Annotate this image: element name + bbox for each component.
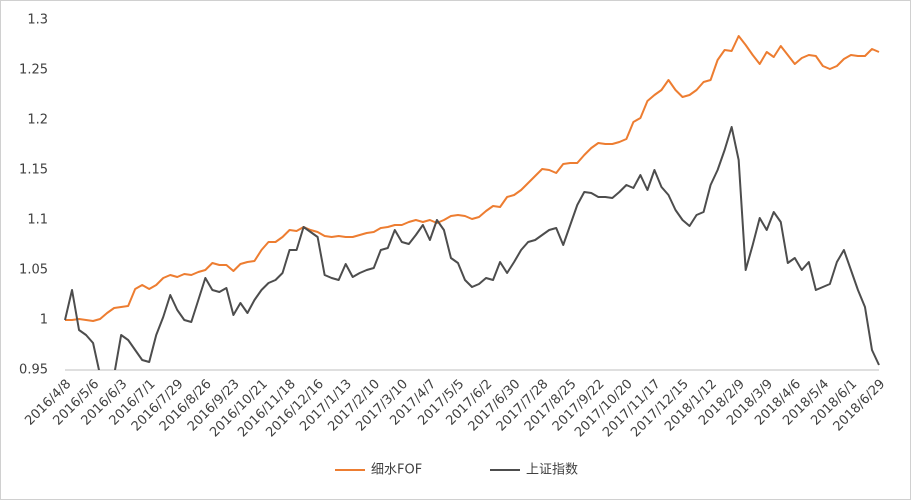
y-tick-label: 1 [40, 313, 48, 328]
legend-label: 细水FOF [371, 463, 422, 478]
plot-area [64, 35, 880, 370]
series-line [65, 35, 880, 322]
y-tick-label: 1.25 [19, 63, 48, 78]
y-tick-label: 1.3 [27, 13, 48, 28]
legend-label: 上证指数 [526, 463, 578, 478]
y-tick-label: 1.2 [27, 113, 48, 128]
y-tick-label: 1.1 [27, 213, 48, 228]
y-tick-label: 1.15 [19, 163, 48, 178]
y-tick-label: 1.05 [19, 263, 48, 278]
y-tick-label: 0.95 [19, 363, 48, 378]
series-line [64, 126, 880, 370]
